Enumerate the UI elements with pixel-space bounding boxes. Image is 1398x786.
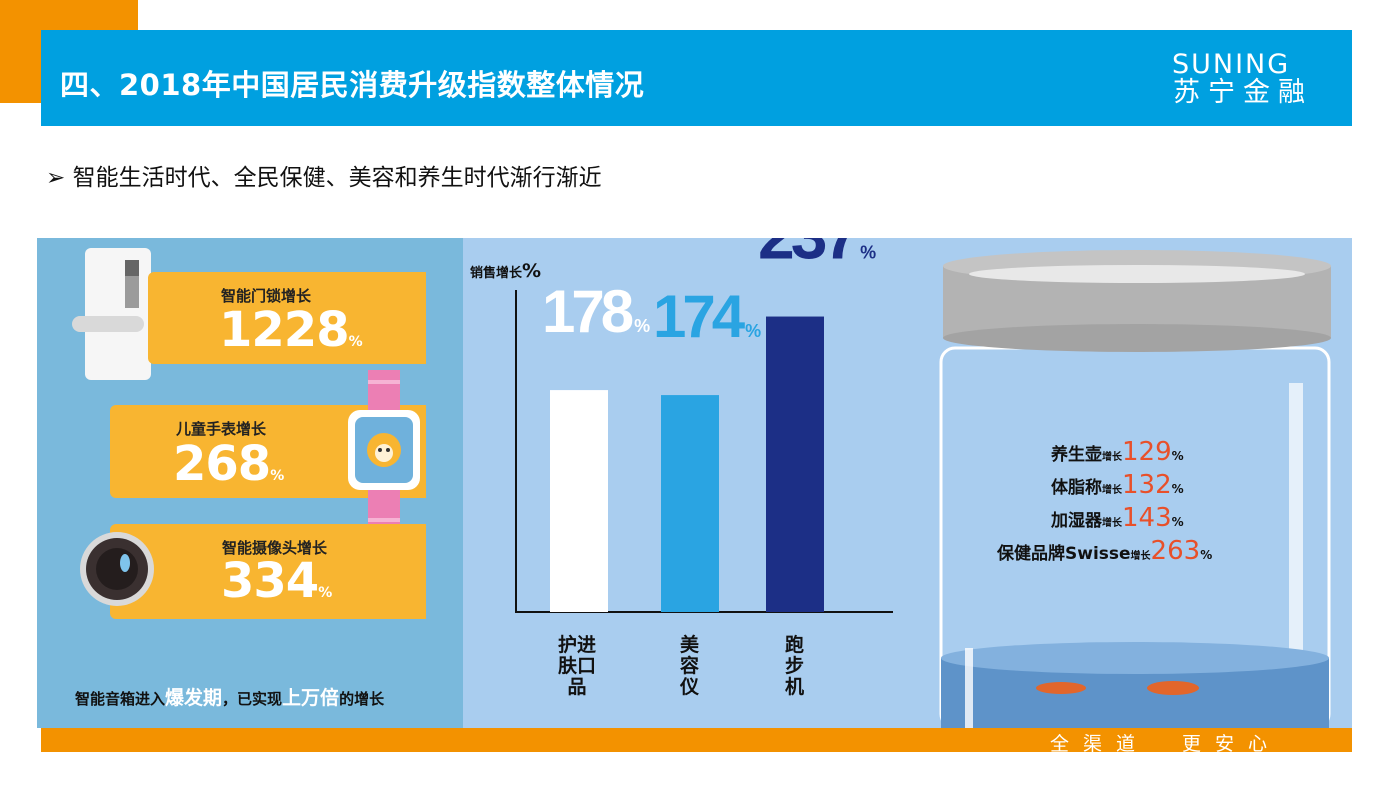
bar-value-label-0: 178% [542, 278, 650, 345]
card-value-smart-lock: 1228% [219, 302, 363, 358]
x-tick-label-2: 跑步机 [785, 634, 805, 698]
bar-value-label-1: 174% [653, 283, 761, 350]
bar-1 [661, 395, 719, 612]
bar-0 [550, 390, 608, 612]
jar-item-health-kettle: 养生壶增长129% [1051, 437, 1184, 467]
door-lock-icon [72, 248, 151, 380]
card-value-kids-watch: 268% [173, 436, 284, 492]
brand-logo-en: SUNING [1172, 49, 1291, 80]
smart-camera-icon [80, 532, 154, 606]
card-label-smart-lock: 智能门锁增长 [221, 287, 312, 305]
jar-item-swisse: 保健品牌Swisse增长263% [997, 536, 1213, 566]
section-subtitle: ➢ 智能生活时代、全民保健、美容和养生时代渐行渐近 [46, 165, 602, 191]
jar-item-body-fat-scale: 体脂称增长132% [1051, 470, 1184, 500]
sales-growth-bar-chart: 178%174% 237% [515, 238, 893, 613]
card-label-smart-camera: 智能摄像头增长 [222, 539, 328, 557]
smart-speaker-note: 智能音箱进入爆发期，已实现上万倍的增长 [75, 687, 385, 709]
brand-logo-cn: 苏宁金融 [1173, 77, 1313, 108]
footer-bar [41, 728, 1352, 752]
card-smart-lock [148, 272, 426, 364]
chart-y-axis-label: 销售增长% [470, 260, 542, 282]
header-bar [41, 30, 1352, 126]
jar-item-humidifier: 加湿器增长143% [1051, 503, 1184, 533]
footer-slogan: 全渠道 更安心 [1050, 733, 1282, 755]
card-value-smart-camera: 334% [221, 553, 332, 609]
card-label-kids-watch: 儿童手表增长 [176, 420, 267, 438]
glass-jar-illustration [939, 250, 1331, 728]
x-tick-label-1: 美容仪 [680, 634, 700, 698]
x-tick-label-0: 护进 肤口品 [558, 634, 597, 698]
page-title: 四、2018年中国居民消费升级指数整体情况 [60, 68, 645, 102]
card-smart-camera [110, 524, 426, 619]
bar-value-label-2: 237% [758, 238, 876, 273]
kids-watch-icon [348, 370, 420, 536]
bar-2 [766, 316, 824, 612]
